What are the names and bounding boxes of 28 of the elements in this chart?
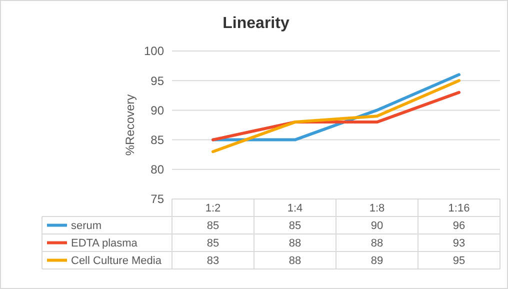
legend-label: EDTA plasma [71,238,138,250]
data-label: 85 [206,220,220,232]
data-label: 85 [206,238,220,250]
data-label: 88 [288,255,302,268]
data-label: 90 [370,220,384,232]
y-tick-label: 80 [150,162,164,177]
data-label: 83 [206,255,220,268]
data-label: 96 [452,220,466,232]
legend-label: serum [71,220,102,232]
data-label: 88 [288,238,302,250]
data-label: 89 [370,255,384,268]
y-tick-label: 95 [150,74,164,88]
data-label: 88 [370,238,384,250]
legend-label: Cell Culture Media [71,255,162,268]
data-label: 93 [452,238,466,250]
data-label: 95 [452,255,466,268]
y-axis-title: %Recovery [123,94,137,156]
x-tick-label: 1:8 [369,202,385,215]
x-tick-label: 1:16 [448,202,470,215]
data-label: 85 [288,220,302,232]
line-series [212,79,460,154]
chart-title: Linearity [222,15,290,32]
y-tick-label: 75 [150,192,164,206]
y-tick-label: 85 [150,133,164,147]
y-tick-label: 100 [144,44,164,58]
y-tick-label: 90 [150,103,164,118]
x-tick-label: 1:4 [287,202,303,215]
x-tick-label: 1:2 [205,202,221,215]
